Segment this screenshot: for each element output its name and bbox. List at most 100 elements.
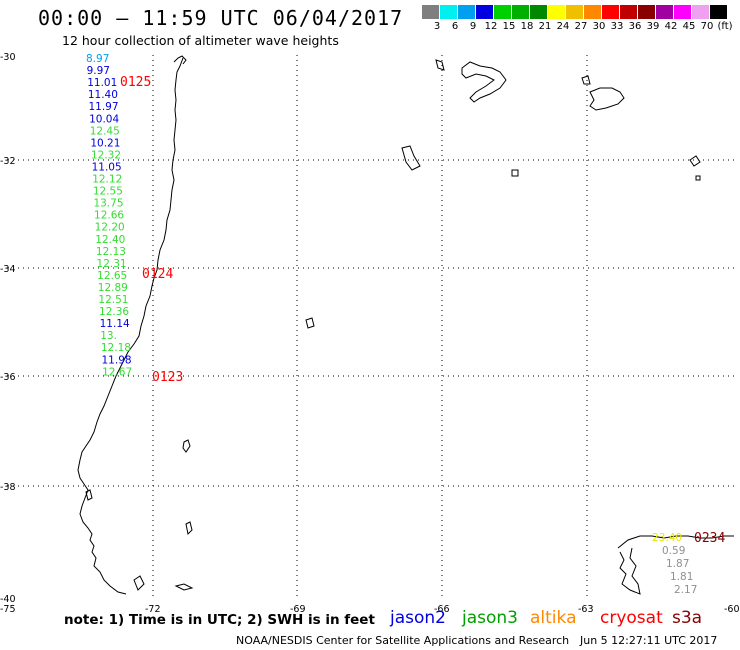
island	[133, 575, 145, 591]
legend-label: 42	[664, 21, 678, 32]
wave-height-value: 11.97	[88, 101, 118, 113]
wave-height-value: 2.17	[674, 584, 697, 596]
lon-tick-label: -69	[290, 604, 306, 615]
island-upper-right	[461, 61, 507, 103]
legend-label: 12	[484, 21, 498, 32]
lat-tick-label: -40	[0, 594, 16, 605]
legend-label: 27	[574, 21, 588, 32]
legend-swatch	[692, 5, 710, 19]
map-subtitle: 12 hour collection of altimeter wave hei…	[62, 33, 339, 48]
wave-height-value: 11.98	[102, 354, 132, 366]
legend-label: 33	[610, 21, 624, 32]
wave-height-value: 13.75	[93, 198, 123, 210]
satellite-track-values: 8.979.9711.0111.4011.9710.0412.4510.2112…	[86, 53, 132, 378]
landmass-lower-right	[617, 535, 734, 595]
legend-swatch	[638, 5, 656, 19]
map-note: note: 1) Time is in UTC; 2) SWH is in fe…	[64, 612, 375, 628]
wave-height-value: 0.59	[662, 545, 685, 557]
legend-swatch	[566, 5, 584, 19]
wave-height-value: 12.18	[101, 342, 131, 354]
wave-height-value: 11.14	[100, 318, 130, 330]
lon-tick-label: -63	[578, 604, 594, 615]
legend-label: 24	[556, 21, 570, 32]
coastline-chile-inner	[173, 55, 187, 65]
lon-tick-label: -60	[724, 604, 740, 615]
island	[581, 75, 591, 85]
island	[174, 583, 194, 591]
legend-swatch	[602, 5, 620, 19]
legend-swatch	[584, 5, 602, 19]
wave-height-value: 23.40	[652, 532, 682, 544]
lat-tick-labels: -30 -32 -34 -36 -38 -40	[0, 52, 16, 605]
wave-height-value: 1.81	[670, 571, 693, 583]
satellite-legend-s3a: s3a	[672, 608, 703, 628]
legend-swatch	[674, 5, 692, 19]
lon-tick-label: -72	[145, 604, 161, 615]
wave-height-value: 12.40	[95, 234, 125, 246]
lat-tick-label: -34	[0, 264, 16, 275]
lon-tick-labels: -75 -72 -69 -66 -63 -60	[0, 604, 740, 615]
island	[689, 155, 701, 167]
wave-height-value: 10.04	[89, 113, 119, 125]
wave-height-value: 11.05	[92, 161, 122, 173]
lat-tick-label: -38	[0, 482, 16, 493]
island-large	[589, 87, 625, 111]
legend-label: 36	[628, 21, 642, 32]
legend-swatch	[656, 5, 674, 19]
legend-swatch	[458, 5, 476, 19]
wave-height-value: 12.12	[92, 174, 122, 186]
legend-label: 3	[433, 21, 441, 32]
island	[182, 439, 191, 453]
legend-label: 70	[700, 21, 714, 32]
lon-tick-label: -66	[434, 604, 450, 615]
wave-height-value: 12.32	[91, 149, 121, 161]
island	[85, 489, 93, 501]
legend-swatch	[548, 5, 566, 19]
legend-label: 39	[646, 21, 660, 32]
lon-grid	[152, 55, 588, 598]
legend-label: 45	[682, 21, 696, 32]
legend-label: 18	[520, 21, 534, 32]
coastline-chile	[77, 57, 184, 595]
legend-swatch	[440, 5, 458, 19]
wave-height-value: 9.97	[87, 65, 110, 77]
wave-height-value: 13.	[100, 330, 117, 342]
footer-credit: NOAA/NESDIS Center for Satellite Applica…	[236, 634, 570, 647]
island	[401, 145, 421, 171]
island	[185, 521, 193, 536]
lat-tick-label: -30	[0, 52, 16, 63]
legend-label: 9	[469, 21, 477, 32]
legend-swatch	[476, 5, 494, 19]
wave-height-value: 12.55	[93, 186, 123, 198]
lat-tick-label: -32	[0, 156, 16, 167]
island	[695, 175, 701, 181]
map-title: 00:00 – 11:59 UTC 06/04/2017	[38, 6, 404, 30]
wave-height-value: 12.20	[95, 222, 125, 234]
footer-timestamp: Jun 5 12:27:11 UTC 2017	[580, 634, 718, 647]
satellite-legend-jason3: jason3	[462, 608, 518, 628]
wave-height-value: 10.21	[90, 137, 120, 149]
color-legend-labels: 3 6 9 12 15 18 21 24 27 30 33 36 39 42 45 70 (ft)	[422, 21, 740, 35]
pass-time-labels: 0125 0124 0123 0234	[120, 75, 725, 546]
island	[435, 59, 445, 71]
wave-height-value: 8.97	[86, 53, 109, 65]
island	[305, 317, 315, 329]
satellite-legend-altika: altika	[530, 608, 577, 628]
wave-height-value: 12.66	[94, 210, 124, 222]
legend-swatch	[530, 5, 548, 19]
wave-height-value: 12.67	[102, 366, 132, 378]
wave-height-value: 12.13	[96, 246, 126, 258]
pass-time-label: 0125	[120, 75, 151, 90]
legend-label: (ft)	[717, 21, 733, 32]
pass-time-label: 0124	[142, 267, 173, 282]
legend-label: 15	[502, 21, 516, 32]
legend-swatch	[422, 5, 440, 19]
legend-swatch	[710, 5, 728, 19]
wave-height-value: 12.89	[98, 282, 128, 294]
legend-swatch	[494, 5, 512, 19]
wave-height-value: 1.87	[666, 558, 689, 570]
wave-height-value: 11.01	[87, 77, 117, 89]
wave-height-value: 12.45	[90, 125, 120, 137]
